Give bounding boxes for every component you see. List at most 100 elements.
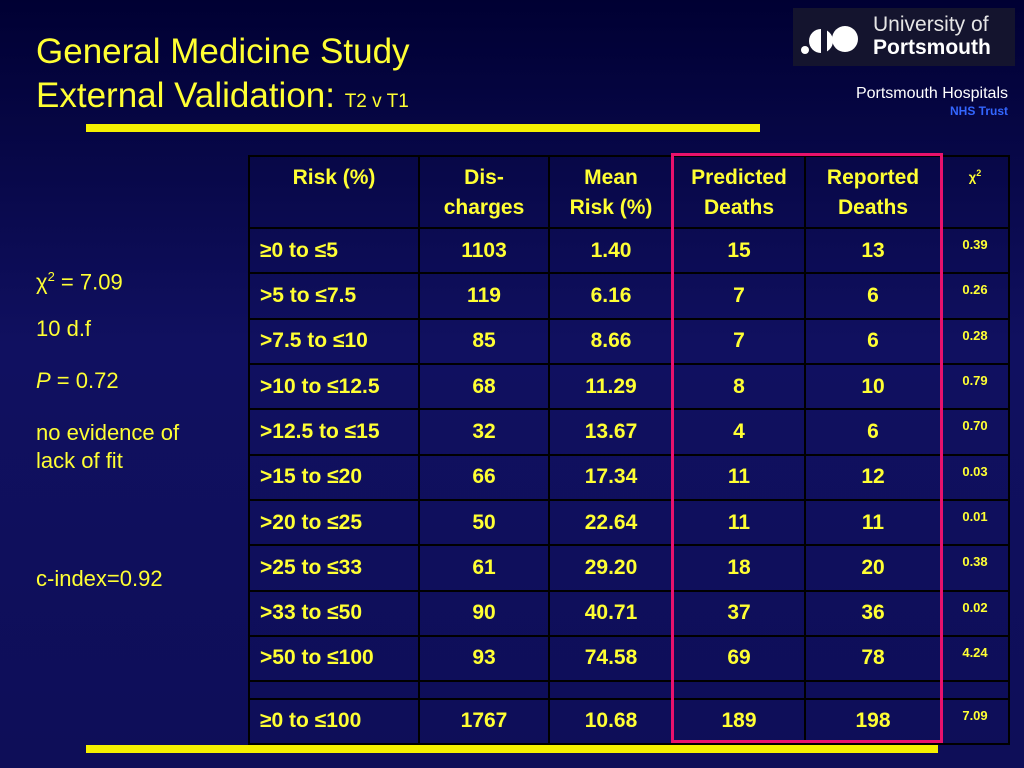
- header-predicted-line-1: Predicted: [691, 166, 787, 189]
- cell-predicted-deaths: 189: [672, 697, 806, 746]
- cell-discharges: 50: [418, 498, 550, 547]
- cell-discharges: 68: [418, 362, 550, 411]
- chi-value: = 7.09: [54, 269, 123, 295]
- table-row: >5 to ≤7.5 119 6.16 7 6 0.26: [248, 272, 1010, 320]
- cell-predicted-deaths: 7: [672, 317, 806, 365]
- cell-reported-deaths: [804, 680, 942, 700]
- cell-reported-deaths: 198: [804, 697, 942, 746]
- cell-risk: [248, 680, 420, 700]
- header-discharges-line-2: charges: [443, 196, 525, 219]
- cell-reported-deaths: 11: [804, 498, 942, 547]
- cell-predicted-deaths: 4: [672, 408, 806, 456]
- logo-dots-icon: [801, 26, 858, 54]
- cell-discharges: 85: [418, 317, 550, 365]
- cell-risk: >7.5 to ≤10: [248, 317, 420, 365]
- cell-predicted-deaths: 7: [672, 272, 806, 320]
- cell-predicted-deaths: [672, 680, 806, 700]
- title-main: External Validation:: [36, 76, 345, 115]
- header-discharges-line-1: Dis-: [464, 166, 504, 189]
- p-label: P: [36, 368, 51, 393]
- header-mean-risk-line-2: Risk (%): [569, 196, 653, 219]
- cell-chi-square: 0.28: [940, 317, 1010, 365]
- cell-mean-risk: 29.20: [548, 544, 674, 592]
- cell-mean-risk: 8.66: [548, 317, 674, 365]
- cell-mean-risk: 6.16: [548, 272, 674, 320]
- table-row: >33 to ≤50 90 40.71 37 36 0.02: [248, 589, 1010, 637]
- cell-discharges: 1103: [418, 226, 550, 275]
- cell-risk: >33 to ≤50: [248, 589, 420, 637]
- cell-chi-square: 0.01: [940, 498, 1010, 547]
- header-reported-line-1: Reported: [826, 166, 920, 189]
- table-row: >20 to ≤25 50 22.64 11 11 0.01: [248, 498, 1010, 547]
- table-row: >7.5 to ≤10 85 8.66 7 6 0.28: [248, 317, 1010, 365]
- cell-chi-square: 0.70: [940, 408, 1010, 456]
- cell-mean-risk: 74.58: [548, 634, 674, 683]
- cell-reported-deaths: 6: [804, 272, 942, 320]
- cell-discharges: 66: [418, 453, 550, 501]
- cell-mean-risk: 10.68: [548, 697, 674, 746]
- header-reported-deaths: Reported Deaths: [804, 155, 942, 229]
- hospital-label: Portsmouth Hospitals NHS Trust: [856, 84, 1008, 118]
- table-row: [248, 680, 1010, 700]
- cell-discharges: 90: [418, 589, 550, 637]
- chi-square-stat: χ2 = 7.09: [36, 263, 123, 296]
- cell-discharges: 32: [418, 408, 550, 456]
- cell-risk: >50 to ≤100: [248, 634, 420, 683]
- cell-chi-square: [940, 680, 1010, 700]
- validation-table: Risk (%) Dis-charges Mean Risk (%) Predic…: [248, 155, 1010, 746]
- hospital-name: Portsmouth Hospitals: [855, 85, 1008, 102]
- header-reported-line-2: Deaths: [837, 196, 909, 219]
- cell-reported-deaths: 13: [804, 226, 942, 275]
- cell-risk: ≥0 to ≤100: [248, 697, 420, 746]
- table-row: >12.5 to ≤15 32 13.67 4 6 0.70: [248, 408, 1010, 456]
- cell-mean-risk: 40.71: [548, 589, 674, 637]
- header-chi-symbol: χ: [968, 169, 977, 185]
- cell-predicted-deaths: 15: [672, 226, 806, 275]
- cell-chi-square: 0.26: [940, 272, 1010, 320]
- cell-chi-square: 0.38: [940, 544, 1010, 592]
- p-value-stat: P = 0.72: [36, 367, 119, 395]
- c-index-stat: c-index=0.92: [36, 566, 163, 591]
- table-row: ≥0 to ≤100 1767 10.68 189 198 7.09: [248, 697, 1010, 746]
- cell-discharges: 93: [418, 634, 550, 683]
- cell-risk: >15 to ≤20: [248, 453, 420, 501]
- cell-predicted-deaths: 11: [672, 453, 806, 501]
- cell-chi-square: 0.79: [940, 362, 1010, 411]
- degrees-of-freedom: 10 d.f: [36, 316, 92, 341]
- chi-superscript: 2: [47, 269, 55, 284]
- title-line-2: External Validation: T2 v T1: [36, 74, 410, 124]
- fit-line-2: lack of fit: [36, 448, 123, 473]
- university-logo: University of Portsmouth: [793, 8, 1015, 66]
- table-row: >10 to ≤12.5 68 11.29 8 10 0.79: [248, 362, 1010, 411]
- table-header-row: Risk (%) Dis-charges Mean Risk (%) Predic…: [248, 155, 1010, 229]
- header-chi-square: χ2: [940, 155, 1010, 229]
- cell-chi-square: 0.39: [940, 226, 1010, 275]
- slide-title: General Medicine Study External Validati…: [36, 30, 410, 124]
- cell-mean-risk: [548, 680, 674, 700]
- cell-reported-deaths: 6: [804, 408, 942, 456]
- cell-mean-risk: 13.67: [548, 408, 674, 456]
- header-predicted-line-2: Deaths: [703, 196, 775, 219]
- cell-discharges: 61: [418, 544, 550, 592]
- cell-predicted-deaths: 18: [672, 544, 806, 592]
- cell-reported-deaths: 6: [804, 317, 942, 365]
- cell-mean-risk: 22.64: [548, 498, 674, 547]
- nhs-trust: NHS Trust: [949, 104, 1008, 118]
- header-predicted-deaths: Predicted Deaths: [672, 155, 806, 229]
- table-row: ≥0 to ≤5 1103 1.40 15 13 0.39: [248, 226, 1010, 275]
- cell-reported-deaths: 20: [804, 544, 942, 592]
- cell-mean-risk: 11.29: [548, 362, 674, 411]
- table-row: >50 to ≤100 93 74.58 69 78 4.24: [248, 634, 1010, 683]
- cell-chi-square: 7.09: [940, 697, 1010, 746]
- cell-predicted-deaths: 11: [672, 498, 806, 547]
- title-underline: [86, 124, 760, 132]
- table-row: >15 to ≤20 66 17.34 11 12 0.03: [248, 453, 1010, 501]
- cell-risk: >20 to ≤25: [248, 498, 420, 547]
- cell-chi-square: 0.02: [940, 589, 1010, 637]
- title-line-1: General Medicine Study: [36, 32, 410, 71]
- cell-predicted-deaths: 69: [672, 634, 806, 683]
- header-risk: Risk (%): [248, 155, 420, 229]
- p-value: = 0.72: [50, 368, 119, 393]
- logo-text-line-1: University of: [873, 13, 989, 36]
- fit-statement: no evidence of lack of fit: [36, 419, 179, 475]
